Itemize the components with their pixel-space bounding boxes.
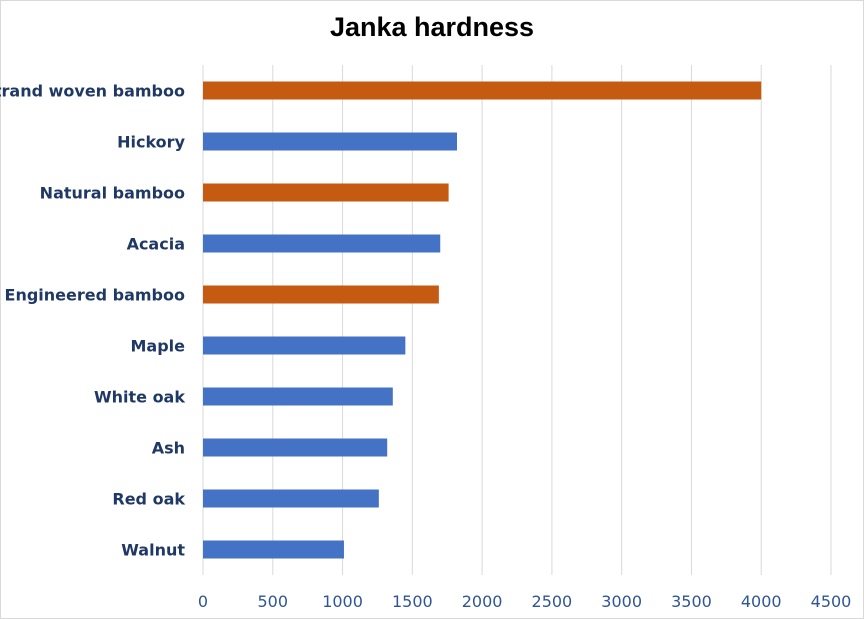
category-label: Hickory bbox=[117, 133, 185, 152]
x-tick-label: 1000 bbox=[322, 592, 363, 611]
category-label: Acacia bbox=[127, 235, 185, 254]
bars bbox=[203, 81, 762, 559]
bar bbox=[203, 234, 441, 253]
bar bbox=[203, 387, 393, 406]
x-tick-label: 1500 bbox=[392, 592, 433, 611]
bar bbox=[203, 285, 439, 304]
x-tick-label: 3000 bbox=[601, 592, 642, 611]
x-tick-label: 4500 bbox=[811, 592, 852, 611]
bar bbox=[203, 438, 388, 457]
bar bbox=[203, 336, 406, 355]
chart-title: Janka hardness bbox=[329, 12, 535, 42]
category-label: Ash bbox=[152, 439, 185, 458]
x-tick-label: 0 bbox=[198, 592, 208, 611]
category-label: Red oak bbox=[112, 490, 185, 509]
category-label: Walnut bbox=[121, 541, 185, 560]
bar bbox=[203, 489, 379, 508]
bar bbox=[203, 132, 457, 151]
x-tick-label: 500 bbox=[258, 592, 289, 611]
x-tick-label: 2500 bbox=[532, 592, 573, 611]
category-label: White oak bbox=[94, 388, 185, 407]
category-label: Maple bbox=[130, 337, 185, 356]
bar bbox=[203, 183, 449, 202]
category-labels: Strand woven bamboo Hickory Natural bamboo… bbox=[0, 82, 186, 560]
category-label: Strand woven bamboo bbox=[0, 82, 185, 101]
bar bbox=[203, 540, 344, 559]
category-label: Engineered bamboo bbox=[5, 286, 185, 305]
x-tick-label: 4000 bbox=[741, 592, 782, 611]
x-tick-label: 3500 bbox=[671, 592, 712, 611]
bar bbox=[203, 81, 762, 100]
x-tick-labels: 0 500 1000 1500 2000 2500 3000 3500 4000 4500 bbox=[198, 592, 851, 611]
x-tick-label: 2000 bbox=[462, 592, 503, 611]
category-label: Natural bamboo bbox=[40, 184, 185, 203]
